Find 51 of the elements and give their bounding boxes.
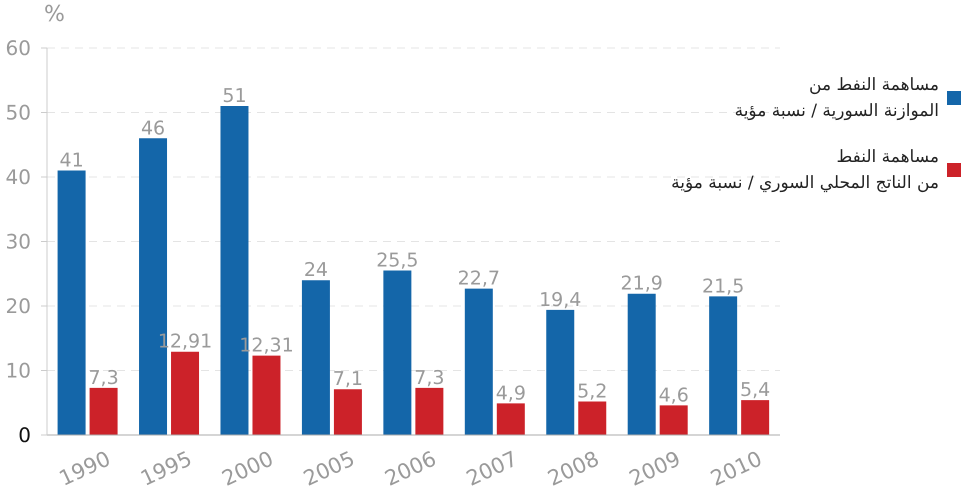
x-tick-label: 2010 <box>707 446 766 491</box>
x-tick-label: 2008 <box>544 446 603 491</box>
legend-label: مساهمة النفط من الناتج المحلي السوري / نسبة مؤية <box>671 146 939 195</box>
bar <box>252 356 280 435</box>
bar <box>628 294 656 435</box>
data-label: 4,9 <box>496 382 526 404</box>
data-label: 5,4 <box>740 379 770 402</box>
x-tick-label: 1995 <box>136 446 196 491</box>
y-tick-label: 50 <box>6 100 31 124</box>
bar <box>496 403 525 435</box>
bar <box>578 401 606 435</box>
bar <box>171 352 200 435</box>
bar <box>302 280 330 435</box>
data-label: 5,2 <box>577 380 608 402</box>
y-axis-title: % <box>44 2 65 27</box>
data-label: 21,9 <box>620 272 663 295</box>
y-tick-label: 20 <box>6 294 31 318</box>
bar <box>58 170 86 435</box>
data-label: 46 <box>140 117 166 140</box>
data-label: 51 <box>222 85 247 108</box>
bar <box>464 288 493 435</box>
y-tick-label: 40 <box>6 165 31 189</box>
data-label: 7,3 <box>88 366 119 389</box>
y-tick-label: 10 <box>6 358 31 382</box>
x-tick-label: 2009 <box>626 446 684 491</box>
y-tick-label: 60 <box>6 36 31 60</box>
data-label: 25,5 <box>376 250 419 272</box>
data-label: 41 <box>59 150 84 172</box>
data-label: 7,3 <box>414 366 444 389</box>
bar <box>546 310 574 435</box>
x-tick-label: 2005 <box>300 446 358 491</box>
bar <box>383 270 412 435</box>
bar <box>709 296 738 435</box>
legend-label: مساهمة النفط من الموازنة السورية / نسبة مؤية <box>734 74 939 123</box>
bar <box>660 405 688 435</box>
data-label: 19,4 <box>539 288 582 311</box>
bar <box>741 400 770 435</box>
bar <box>415 388 444 435</box>
x-tick-label: 2006 <box>381 446 440 491</box>
x-tick-label: 2000 <box>218 446 277 491</box>
data-label: 21,5 <box>702 275 744 298</box>
x-tick-label: 1990 <box>55 446 114 491</box>
data-label: 7,1 <box>332 368 364 390</box>
y-tick-label: 30 <box>6 230 31 254</box>
y-tick-label: 0 <box>18 423 31 447</box>
bar <box>334 389 362 435</box>
data-label: 24 <box>304 259 328 282</box>
data-label: 4,6 <box>658 384 689 406</box>
x-tick-label: 2007 <box>462 446 522 491</box>
data-label: 22,7 <box>458 268 500 290</box>
bar <box>90 388 118 435</box>
